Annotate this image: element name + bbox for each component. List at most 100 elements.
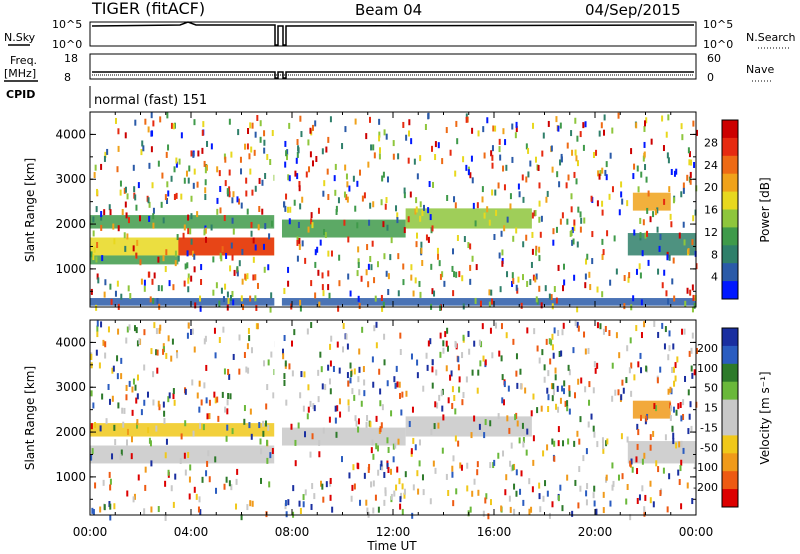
- echo-scatter: [459, 462, 462, 469]
- echo-scatter: [135, 397, 138, 404]
- echo-scatter: [566, 218, 569, 225]
- echo-scatter: [190, 275, 193, 282]
- echo-scatter: [96, 188, 99, 195]
- echo-scatter: [323, 228, 326, 235]
- echo-scatter: [187, 273, 190, 280]
- echo-scatter: [226, 304, 229, 311]
- echo-scatter: [485, 493, 488, 500]
- echo-scatter: [647, 259, 650, 266]
- echo-scatter: [387, 446, 390, 453]
- echo-scatter: [292, 485, 295, 492]
- echo-scatter: [418, 439, 421, 446]
- echo-scatter: [347, 399, 350, 406]
- echo-scatter: [97, 277, 100, 284]
- echo-scatter: [248, 153, 251, 160]
- echo-scatter: [584, 121, 587, 128]
- echo-scatter: [228, 373, 231, 380]
- echo-scatter: [113, 503, 116, 510]
- echo-scatter: [360, 400, 363, 407]
- echo-scatter: [683, 239, 686, 246]
- echo-scatter: [357, 258, 360, 265]
- echo-scatter: [452, 455, 455, 462]
- echo-scatter: [538, 285, 541, 292]
- echo-scatter: [538, 216, 541, 223]
- echo-scatter: [636, 443, 639, 450]
- echo-scatter: [636, 497, 639, 504]
- echo-scatter: [164, 452, 167, 459]
- echo-scatter: [495, 322, 498, 329]
- echo-scatter: [578, 438, 581, 445]
- echo-scatter: [94, 422, 97, 429]
- echo-scatter: [233, 269, 236, 276]
- echo-scatter: [255, 323, 258, 330]
- echo-scatter: [151, 182, 154, 189]
- echo-scatter: [620, 191, 623, 198]
- echo-scatter: [307, 226, 310, 233]
- echo-scatter: [328, 416, 331, 423]
- echo-scatter: [199, 422, 202, 429]
- echo-scatter: [630, 458, 633, 465]
- echo-scatter: [639, 232, 642, 239]
- echo-scatter: [515, 370, 518, 377]
- echo-scatter: [228, 191, 231, 198]
- echo-scatter: [123, 187, 126, 194]
- echo-scatter: [518, 191, 521, 198]
- echo-scatter: [502, 399, 505, 406]
- echo-scatter: [131, 409, 134, 416]
- echo-scatter: [510, 442, 513, 449]
- echo-scatter: [559, 122, 562, 129]
- echo-region: [90, 255, 179, 265]
- echo-scatter: [446, 194, 449, 201]
- echo-scatter: [526, 280, 529, 287]
- echo-scatter: [240, 202, 243, 209]
- echo-scatter: [337, 305, 340, 312]
- echo-scatter: [160, 285, 163, 292]
- echo-scatter: [124, 245, 127, 252]
- echo-scatter: [469, 506, 472, 513]
- echo-scatter: [152, 120, 155, 127]
- echo-scatter: [649, 216, 652, 223]
- echo-scatter: [508, 495, 511, 502]
- echo-scatter: [695, 263, 698, 270]
- echo-scatter: [502, 450, 505, 457]
- echo-scatter: [542, 450, 545, 457]
- echo-scatter: [639, 352, 642, 359]
- echo-scatter: [247, 127, 250, 134]
- echo-scatter: [504, 139, 507, 146]
- echo-scatter: [317, 269, 320, 276]
- echo-scatter: [532, 393, 535, 400]
- echo-scatter: [669, 402, 672, 409]
- echo-scatter: [582, 122, 585, 129]
- echo-scatter: [226, 408, 229, 415]
- echo-scatter: [561, 212, 564, 219]
- echo-scatter: [150, 146, 153, 153]
- echo-scatter: [462, 391, 465, 398]
- echo-scatter: [186, 250, 189, 257]
- echo-scatter: [287, 280, 290, 287]
- echo-scatter: [222, 326, 225, 333]
- echo-scatter: [596, 362, 599, 369]
- echo-scatter: [288, 122, 291, 129]
- echo-scatter: [427, 236, 430, 243]
- echo-scatter: [574, 479, 577, 486]
- echo-scatter: [590, 195, 593, 202]
- echo-scatter: [207, 450, 210, 457]
- echo-scatter: [591, 231, 594, 238]
- echo-scatter: [366, 244, 369, 251]
- echo-scatter: [284, 503, 287, 510]
- echo-scatter: [90, 353, 93, 360]
- echo-scatter: [240, 168, 243, 175]
- echo-scatter: [649, 434, 652, 441]
- echo-scatter: [642, 155, 645, 162]
- echo-scatter: [497, 182, 500, 189]
- echo-scatter: [165, 249, 168, 256]
- echo-scatter: [621, 473, 624, 480]
- echo-scatter: [643, 151, 646, 158]
- echo-scatter: [662, 145, 665, 152]
- echo-scatter: [101, 255, 104, 262]
- echo-scatter: [410, 353, 413, 360]
- echo-scatter: [332, 365, 335, 372]
- echo-scatter: [246, 208, 249, 215]
- echo-scatter: [319, 351, 322, 358]
